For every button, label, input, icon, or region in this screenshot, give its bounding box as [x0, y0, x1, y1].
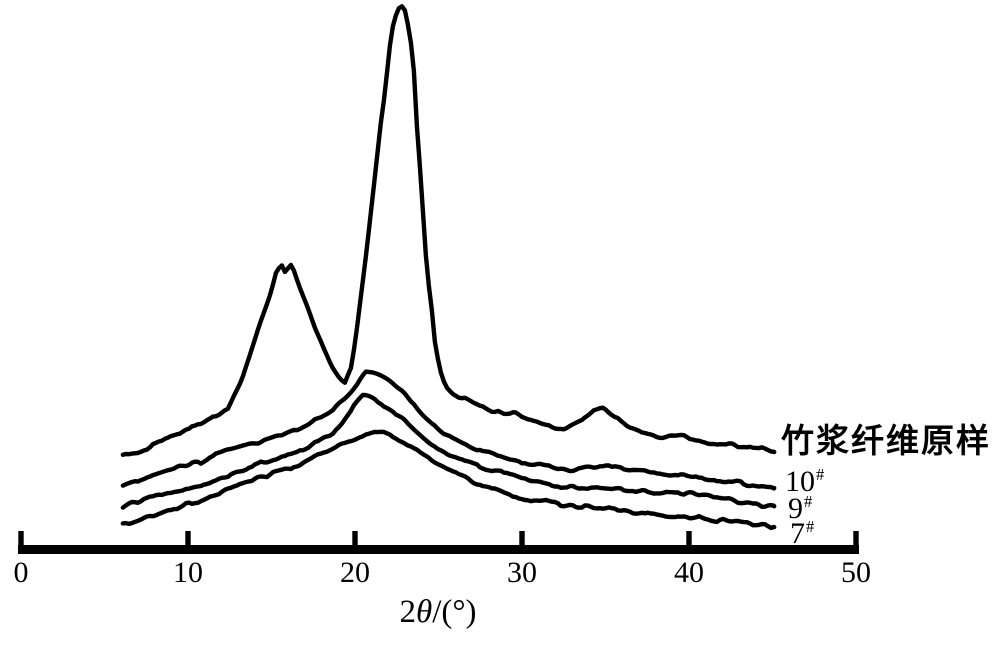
series-label-10-text: 10: [785, 465, 815, 498]
xrd-curve-7: [120, 429, 777, 531]
xrd-curve-10: [120, 369, 777, 491]
x-tick-label-30: 30: [507, 556, 537, 589]
series-label-9-sup: #: [804, 492, 813, 511]
series-label-10: 10#: [785, 465, 825, 498]
x-axis-title-num: 2: [399, 594, 416, 630]
x-tick-label-10: 10: [173, 556, 203, 589]
series-label-original-text: 竹浆纤维原样: [781, 424, 991, 460]
x-axis-title: 2θ/(°): [399, 594, 476, 630]
series-label-7-sup: #: [806, 517, 815, 536]
x-axis-title-theta: θ: [415, 594, 433, 630]
series-label-original: 竹浆纤维原样: [781, 426, 991, 459]
x-axis-title-unit: /(°): [432, 594, 477, 630]
series-label-9-text: 9: [788, 492, 803, 525]
series-label-9: 9#: [788, 492, 813, 525]
xrd-curve-9: [120, 392, 777, 510]
x-tick-label-50: 50: [841, 556, 871, 589]
series-label-7-text: 7: [790, 517, 805, 550]
x-tick-label-0: 0: [13, 556, 29, 589]
series-label-7: 7#: [790, 517, 815, 550]
xrd-curve-竹浆纤维原样: [120, 4, 777, 457]
series-label-10-sup: #: [816, 465, 825, 484]
x-tick-label-20: 20: [340, 556, 370, 589]
x-tick-label-40: 40: [674, 556, 704, 589]
